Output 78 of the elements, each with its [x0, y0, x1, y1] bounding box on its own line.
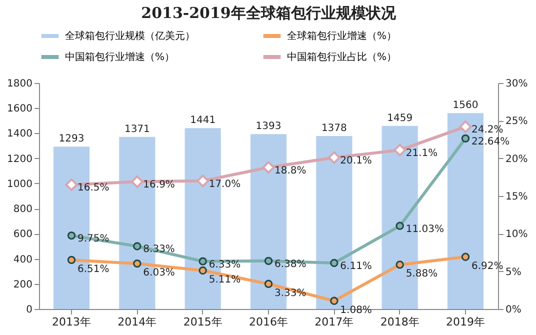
data-label: 17.0%: [208, 178, 241, 190]
point: [65, 178, 78, 191]
point: [396, 260, 404, 269]
data-label: 24.2%: [471, 124, 504, 136]
x-tick-label: 2018年: [380, 316, 420, 328]
data-label: 20.1%: [340, 156, 372, 167]
point: [461, 252, 470, 261]
y-tick-label: 1600: [7, 104, 32, 115]
y-tick-label: 400: [13, 254, 32, 266]
y2-tick-label: 15%: [506, 192, 528, 202]
data-label: 1378: [321, 122, 347, 134]
x-tick-label: 2014年: [118, 316, 157, 328]
data-label: 5.88%: [406, 268, 438, 280]
point: [459, 120, 472, 133]
data-label: 1441: [190, 115, 216, 126]
x-tick-label: 2019年: [446, 316, 485, 328]
data-label: 22.64%: [471, 136, 510, 148]
x-tick-label: 2013年: [52, 316, 92, 328]
point: [198, 266, 207, 275]
y-tick-label: 1400: [7, 128, 32, 140]
data-label: 21.1%: [406, 148, 438, 160]
point: [330, 258, 338, 268]
point: [264, 256, 273, 266]
x-tick-label: 2016年: [249, 316, 288, 328]
data-label: 3.33%: [274, 288, 306, 299]
y-tick-label: 600: [13, 229, 32, 240]
y-tick-label: 800: [13, 204, 32, 216]
y-tick-label: 1200: [7, 154, 32, 165]
data-label: 1293: [58, 134, 84, 145]
data-label: 6.11%: [340, 260, 372, 272]
data-label: 1371: [124, 124, 150, 135]
point: [328, 151, 340, 164]
data-label: 11.03%: [406, 224, 444, 235]
point: [67, 231, 76, 240]
legend-label: 全球箱包行业规模（亿美元）: [65, 30, 195, 42]
chart-title: 2013-2019年全球箱包行业规模状况: [141, 4, 397, 22]
point: [133, 259, 142, 268]
y-tick-label: 1000: [7, 178, 32, 190]
data-label: 8.33%: [143, 244, 175, 256]
y2-tick-label: 30%: [506, 78, 528, 90]
point: [67, 256, 76, 264]
data-label: 9.75%: [78, 234, 110, 245]
y2-tick-label: 5%: [506, 266, 522, 278]
y2-tick-label: 20%: [506, 154, 528, 165]
point: [130, 175, 144, 188]
y-tick-label: 200: [13, 279, 32, 290]
point: [396, 222, 404, 230]
x-tick-label: 2017年: [314, 316, 354, 328]
y-tick-label: 0: [26, 304, 32, 316]
point: [262, 161, 275, 174]
legend-label: 全球箱包行业增速（%）: [287, 30, 397, 42]
y2-tick-label: 0%: [506, 304, 522, 316]
data-label: 6.33%: [208, 259, 241, 270]
point: [196, 174, 210, 188]
data-label: 18.8%: [274, 165, 306, 176]
point: [133, 242, 142, 250]
data-label: 1393: [256, 121, 282, 132]
point: [264, 280, 273, 288]
data-label: 5.11%: [208, 274, 241, 286]
point: [461, 134, 470, 143]
data-label: 6.51%: [78, 264, 110, 275]
y2-tick-label: 10%: [506, 229, 528, 240]
data-label: 6.92%: [471, 260, 504, 272]
data-label: 16.5%: [78, 182, 110, 194]
data-label: 1.08%: [340, 304, 372, 316]
data-label: 1459: [387, 112, 413, 124]
point: [198, 257, 207, 266]
legend-label: 中国箱包行业增速（%）: [65, 51, 175, 63]
x-tick-label: 2015年: [183, 316, 222, 328]
data-label: 16.9%: [143, 180, 175, 191]
y-tick-label: 1800: [7, 78, 32, 90]
y2-tick-label: 25%: [506, 116, 528, 128]
legend-label: 中国箱包行业占比（%）: [287, 51, 397, 63]
data-label: 6.03%: [143, 268, 175, 279]
data-label: 6.38%: [274, 258, 306, 270]
point: [330, 296, 338, 305]
point: [394, 144, 406, 156]
data-label: 1560: [452, 100, 478, 112]
